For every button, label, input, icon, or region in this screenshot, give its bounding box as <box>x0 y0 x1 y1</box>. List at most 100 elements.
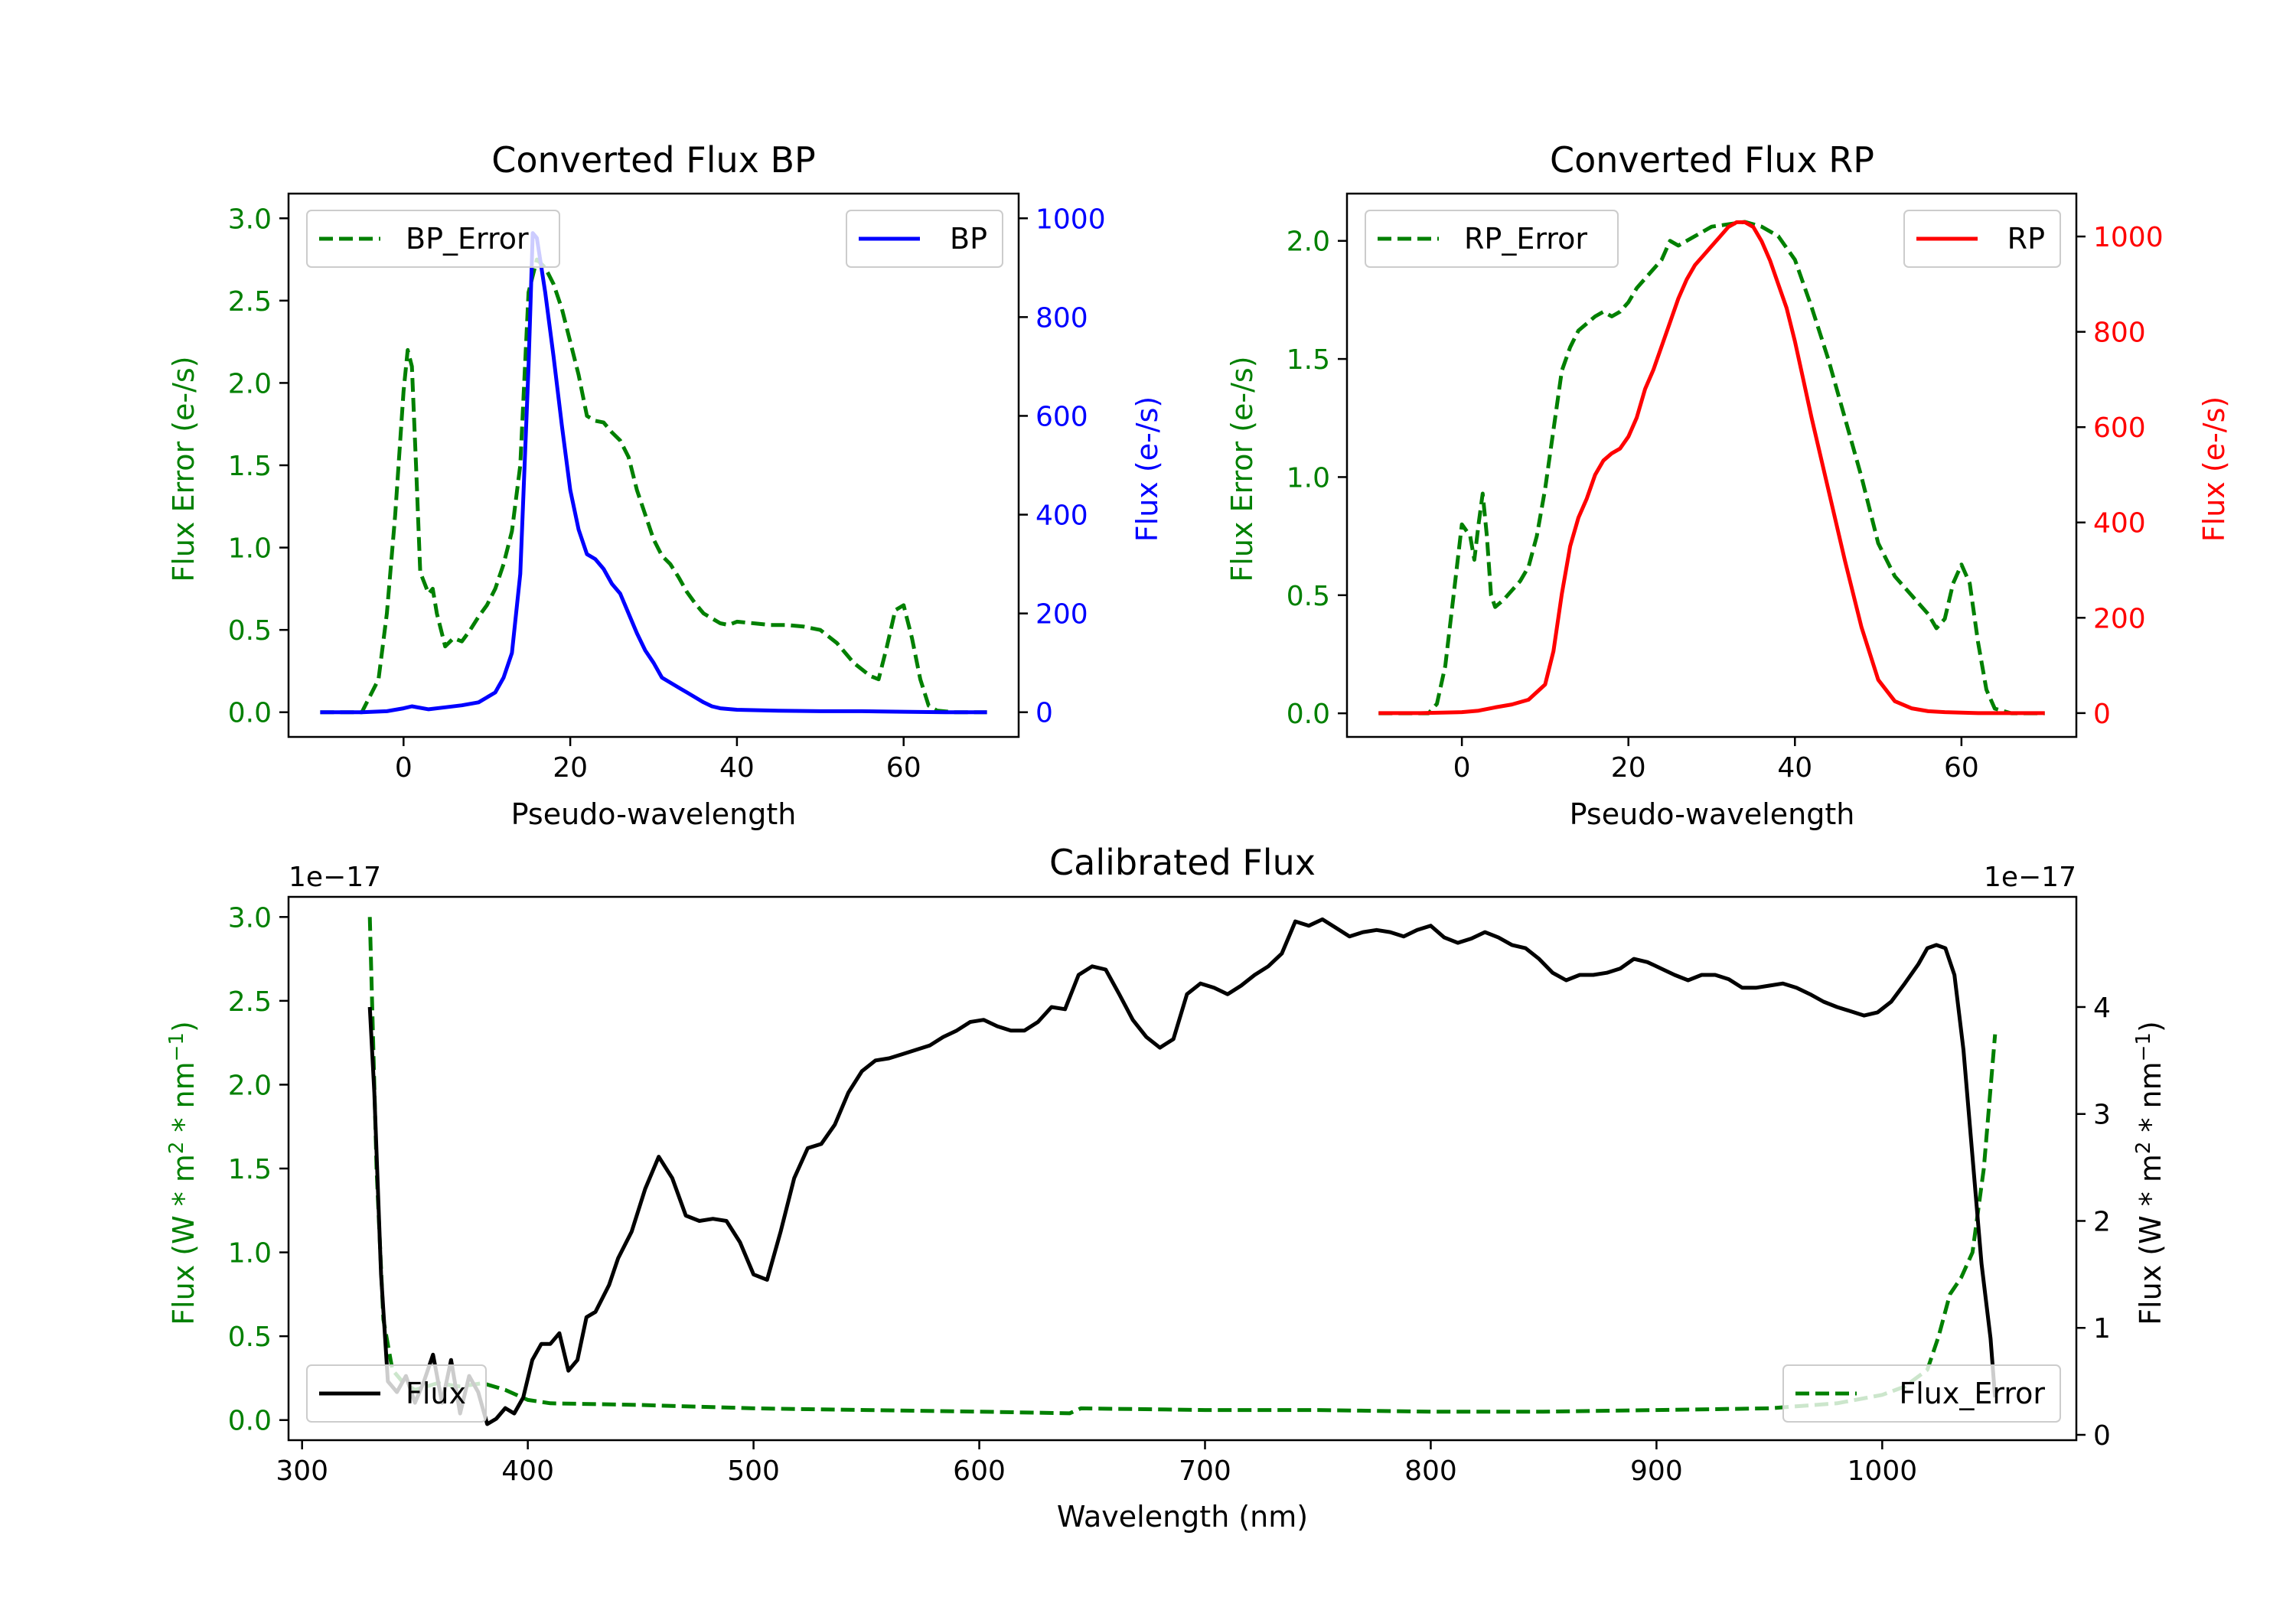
y-tick-label-left: 2.0 <box>1287 227 1330 258</box>
panel-bp-title: Converted Flux BP <box>491 139 816 181</box>
series-bp-error <box>320 257 987 715</box>
y-tick-label-right: 1000 <box>2093 222 2164 253</box>
legend-label: RP <box>2007 222 2045 256</box>
plot-area <box>1378 220 2045 715</box>
y-tick-label-left: 2.5 <box>228 286 272 318</box>
y-tick-label-left: 0.0 <box>1287 699 1330 730</box>
y-tick-label-right: 4 <box>2093 993 2111 1024</box>
panel-rp-ylabel-right: Flux (e-/s) <box>2197 396 2231 542</box>
panel-calibrated-offset-right: 1e−17 <box>1984 862 2076 893</box>
y-tick-label-left: 1.0 <box>228 1238 272 1270</box>
y-tick-label-right: 800 <box>2093 318 2146 349</box>
series-rp-error <box>1378 220 2045 715</box>
y-tick-label-right: 400 <box>1035 500 1088 532</box>
x-tick-label: 300 <box>276 1455 328 1487</box>
y-tick-label-left: 0.5 <box>1287 581 1330 612</box>
x-tick-label: 600 <box>953 1455 1006 1487</box>
y-tick-label-left: 0.0 <box>228 698 272 729</box>
panel-calibrated-offset-left: 1e−17 <box>289 862 381 893</box>
series-flux <box>367 917 1998 1426</box>
y-tick-label-left: 2.5 <box>228 986 272 1018</box>
x-tick-label: 700 <box>1179 1455 1231 1487</box>
panel-rp-legend-right: RP <box>1903 210 2061 268</box>
y-tick-label-right: 0 <box>1035 698 1053 729</box>
panel-rp-xlabel: Pseudo-wavelength <box>1570 797 1855 831</box>
series-rp <box>1378 220 2045 715</box>
y-tick-label-right: 200 <box>1035 599 1088 631</box>
y-tick-label-left: 1.0 <box>228 533 272 565</box>
y-tick-label-left: 2.0 <box>228 1070 272 1101</box>
panel-bp-ylabel-right: Flux (e-/s) <box>1130 396 1164 542</box>
panel-bp-legend-left: BP_Error <box>306 210 560 268</box>
y-tick-label-right: 1 <box>2093 1313 2111 1345</box>
x-tick-label: 900 <box>1630 1455 1683 1487</box>
x-tick-label: 400 <box>501 1455 554 1487</box>
plot-area <box>367 917 1998 1426</box>
panel-calibrated-xlabel: Wavelength (nm) <box>1057 1500 1308 1534</box>
x-tick-label: 1000 <box>1848 1455 1918 1487</box>
y-tick-label-right: 2 <box>2093 1206 2111 1237</box>
y-tick-label-right: 600 <box>1035 401 1088 432</box>
legend-box <box>1782 1364 2061 1423</box>
y-tick-label-right: 400 <box>2093 508 2146 539</box>
y-tick-label-left: 0.5 <box>228 1322 272 1353</box>
legend-box <box>306 1364 487 1423</box>
panel-calibrated-legend-right: Flux_Error <box>1782 1364 2061 1423</box>
panel-calibrated-legend-left: Flux <box>306 1364 487 1423</box>
legend-label: Flux_Error <box>1899 1377 2045 1410</box>
y-tick-label-left: 1.0 <box>1287 462 1330 494</box>
panel-bp-axes: 0 20 40 60 0.0 0.5 1.0 1.5 2.0 2.5 3.0 0 200 400 600 80… <box>228 192 1106 784</box>
y-tick-label-right: 0 <box>2093 1420 2111 1452</box>
legend-box <box>1903 210 2061 268</box>
panel-rp-legend-left: RP_Error <box>1365 210 1619 268</box>
y-tick-label-left: 0.5 <box>228 615 272 647</box>
panel-calibrated: Calibrated Flux 1e−17 1e−17 300 400 500 600… <box>165 842 2167 1534</box>
y-tick-label-left: 0.0 <box>228 1406 272 1437</box>
legend-label: RP_Error <box>1464 222 1587 256</box>
y-tick-label-right: 3 <box>2093 1100 2111 1131</box>
legend-box <box>846 210 1003 268</box>
x-tick-label: 0 <box>1453 752 1471 784</box>
y-tick-label-right: 200 <box>2093 603 2146 634</box>
x-tick-label: 40 <box>1777 752 1812 784</box>
panel-calibrated-ylabel-right: Flux (W * m2 * nm−1) <box>2132 1021 2167 1325</box>
plot-area <box>320 231 987 715</box>
y-tick-label-right: 0 <box>2093 699 2111 730</box>
legend-label: Flux <box>406 1377 466 1410</box>
panel-calibrated-plot <box>367 917 1998 1426</box>
y-tick-label-left: 1.5 <box>228 1154 272 1185</box>
y-tick-label-right: 600 <box>2093 412 2146 444</box>
x-tick-label: 20 <box>1611 752 1646 784</box>
x-tick-label: 0 <box>395 752 413 784</box>
panel-bp-xlabel: Pseudo-wavelength <box>511 797 797 831</box>
y-tick-label-right: 800 <box>1035 302 1088 334</box>
panel-bp: Converted Flux BP 0 20 40 60 0.0 0.5 1.0 1.5 2.0… <box>167 139 1164 831</box>
legend-box <box>1365 210 1619 268</box>
y-tick-label-left: 3.0 <box>228 902 272 934</box>
panel-rp-title: Converted Flux RP <box>1550 139 1874 181</box>
panel-calibrated-axes: 300 400 500 600 700 800 900 1000 0.0 0.5 1.0 1.5 2.0… <box>228 895 2111 1487</box>
panel-calibrated-ylabel-left: Flux (W * m2 * nm−1) <box>165 1021 201 1325</box>
legend-box <box>306 210 560 268</box>
panel-rp: Converted Flux RP 0 20 40 60 0.0 0.5 1.0 1.5 2.0… <box>1225 139 2231 831</box>
y-tick-label-left: 1.5 <box>1287 344 1330 376</box>
panel-bp-ylabel-left: Flux Error (e-/s) <box>167 356 201 582</box>
series-bp <box>320 231 987 715</box>
panel-rp-plot <box>1378 220 2045 715</box>
legend-label: BP <box>950 222 987 256</box>
y-tick-label-left: 2.0 <box>228 368 272 399</box>
panel-calibrated-title: Calibrated Flux <box>1049 842 1316 883</box>
x-tick-label: 60 <box>1944 752 1979 784</box>
y-tick-label-right: 1000 <box>1035 204 1106 235</box>
y-tick-label-left: 1.5 <box>228 451 272 482</box>
y-tick-label-left: 3.0 <box>228 204 272 235</box>
panel-rp-ylabel-left: Flux Error (e-/s) <box>1225 356 1259 582</box>
x-tick-label: 60 <box>886 752 921 784</box>
x-tick-label: 800 <box>1404 1455 1457 1487</box>
panel-bp-legend-right: BP <box>846 210 1003 268</box>
axes-frame <box>1345 192 2078 738</box>
x-tick-label: 40 <box>719 752 755 784</box>
panel-bp-plot <box>320 231 987 715</box>
x-tick-label: 20 <box>553 752 588 784</box>
